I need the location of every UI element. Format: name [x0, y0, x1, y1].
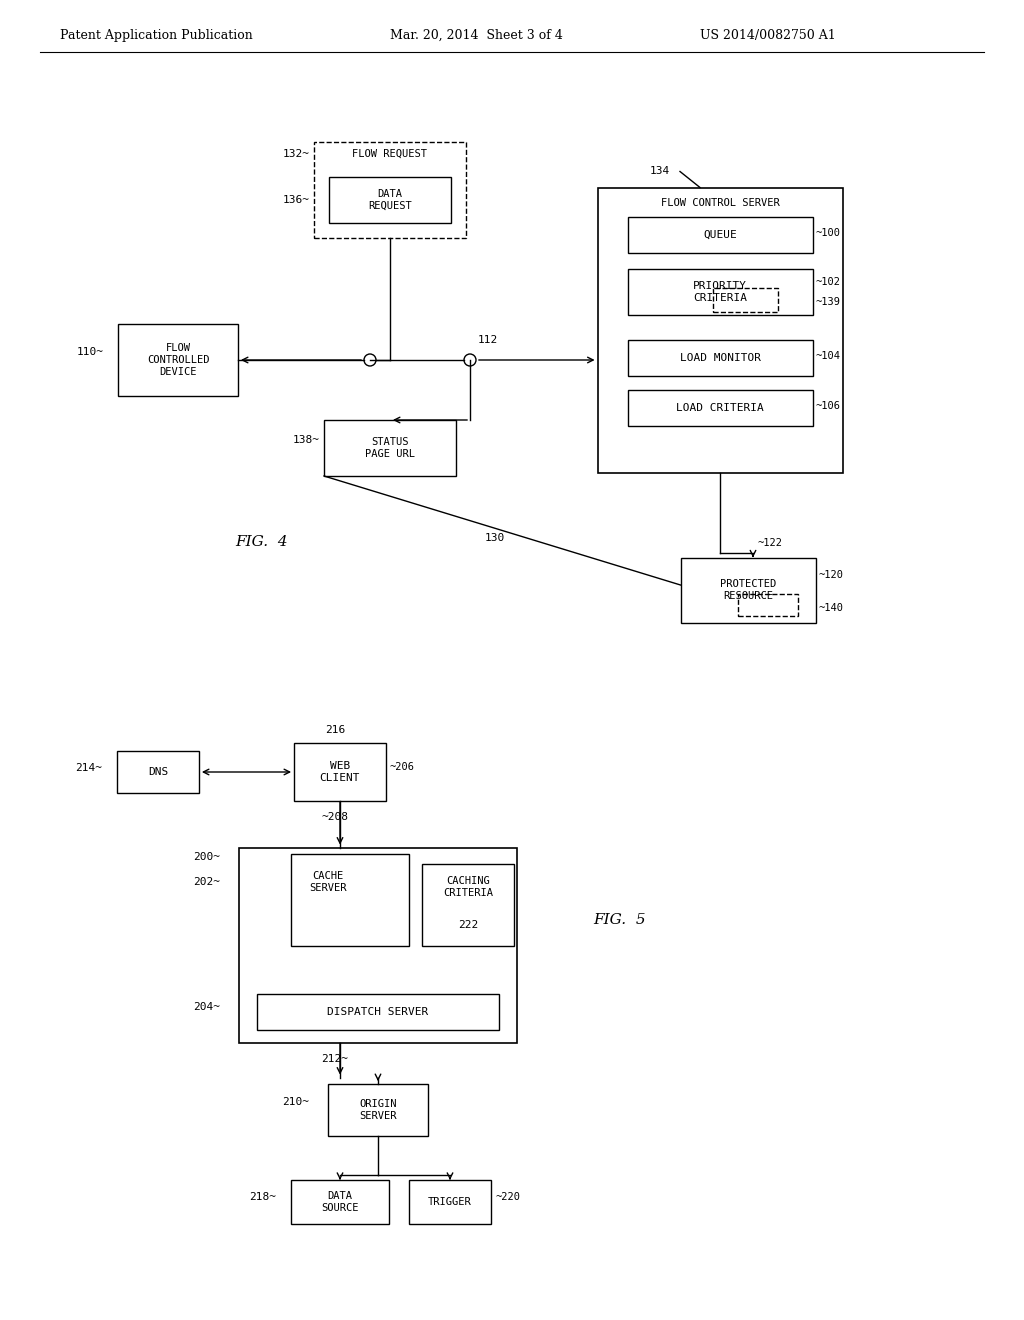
- Bar: [409, 1180, 490, 1224]
- Text: 200~: 200~: [194, 853, 220, 862]
- Text: 204~: 204~: [194, 1002, 220, 1012]
- Text: DATA
SOURCE: DATA SOURCE: [322, 1191, 358, 1213]
- Bar: [291, 1180, 389, 1224]
- Bar: [314, 143, 466, 238]
- Text: 110~: 110~: [77, 347, 103, 356]
- Text: WEB
CLIENT: WEB CLIENT: [319, 762, 360, 783]
- Text: 138~: 138~: [293, 436, 319, 445]
- Text: ~104: ~104: [815, 351, 841, 360]
- Text: 218~: 218~: [250, 1192, 276, 1203]
- Text: ~122: ~122: [758, 539, 783, 549]
- Text: CACHE
SERVER: CACHE SERVER: [309, 871, 347, 892]
- Text: FLOW REQUEST: FLOW REQUEST: [352, 149, 427, 158]
- Text: ~208: ~208: [322, 812, 348, 822]
- Text: ORIGIN
SERVER: ORIGIN SERVER: [359, 1100, 396, 1121]
- Text: 134: 134: [650, 166, 670, 177]
- Bar: [597, 187, 843, 473]
- Bar: [422, 865, 514, 946]
- Text: ~220: ~220: [495, 1192, 520, 1203]
- Bar: [713, 288, 777, 312]
- Text: DNS: DNS: [147, 767, 168, 777]
- Bar: [681, 557, 815, 623]
- Text: 130: 130: [485, 533, 505, 543]
- Text: 202~: 202~: [194, 876, 220, 887]
- Text: CACHING
CRITERIA: CACHING CRITERIA: [443, 876, 493, 898]
- Text: 216: 216: [325, 725, 345, 735]
- Text: TRIGGER: TRIGGER: [428, 1197, 472, 1206]
- Text: US 2014/0082750 A1: US 2014/0082750 A1: [700, 29, 836, 41]
- Text: PROTECTED
RESOURCE: PROTECTED RESOURCE: [720, 579, 776, 601]
- Text: ~100: ~100: [815, 228, 841, 238]
- Text: FLOW CONTROL SERVER: FLOW CONTROL SERVER: [660, 198, 779, 209]
- Bar: [329, 177, 451, 223]
- Bar: [628, 389, 812, 426]
- Bar: [628, 269, 812, 315]
- Text: Mar. 20, 2014  Sheet 3 of 4: Mar. 20, 2014 Sheet 3 of 4: [390, 29, 563, 41]
- Bar: [257, 994, 499, 1030]
- Text: ~140: ~140: [818, 603, 844, 612]
- Text: 222: 222: [458, 920, 478, 931]
- Text: FLOW
CONTROLLED
DEVICE: FLOW CONTROLLED DEVICE: [146, 343, 209, 376]
- Text: QUEUE: QUEUE: [703, 230, 737, 240]
- Text: LOAD CRITERIA: LOAD CRITERIA: [676, 403, 764, 413]
- Bar: [291, 854, 409, 946]
- Text: STATUS
PAGE URL: STATUS PAGE URL: [365, 437, 415, 459]
- Text: ~102: ~102: [815, 277, 841, 286]
- Text: ~206: ~206: [390, 762, 415, 772]
- Bar: [628, 216, 812, 253]
- Text: LOAD MONITOR: LOAD MONITOR: [680, 352, 761, 363]
- Text: ~106: ~106: [815, 401, 841, 411]
- Bar: [294, 743, 386, 801]
- Bar: [738, 594, 798, 616]
- Bar: [118, 323, 238, 396]
- Bar: [324, 420, 456, 477]
- Text: PRIORITY
CRITERIA: PRIORITY CRITERIA: [693, 281, 746, 302]
- Text: ~120: ~120: [818, 570, 844, 579]
- Text: FIG.  5: FIG. 5: [594, 913, 646, 927]
- Text: 112: 112: [478, 335, 499, 345]
- Text: ~139: ~139: [815, 297, 841, 308]
- Text: FIG.  4: FIG. 4: [236, 535, 289, 549]
- Text: DATA
REQUEST: DATA REQUEST: [368, 189, 412, 211]
- Text: DISPATCH SERVER: DISPATCH SERVER: [328, 1007, 429, 1016]
- Text: 212~: 212~: [322, 1053, 348, 1064]
- Text: 132~: 132~: [283, 149, 309, 158]
- Text: 210~: 210~: [283, 1097, 309, 1107]
- Bar: [117, 751, 199, 793]
- Bar: [628, 341, 812, 376]
- Text: 136~: 136~: [283, 195, 309, 205]
- Text: Patent Application Publication: Patent Application Publication: [60, 29, 253, 41]
- Bar: [328, 1084, 428, 1137]
- Bar: [239, 847, 517, 1043]
- Text: 214~: 214~: [76, 763, 102, 774]
